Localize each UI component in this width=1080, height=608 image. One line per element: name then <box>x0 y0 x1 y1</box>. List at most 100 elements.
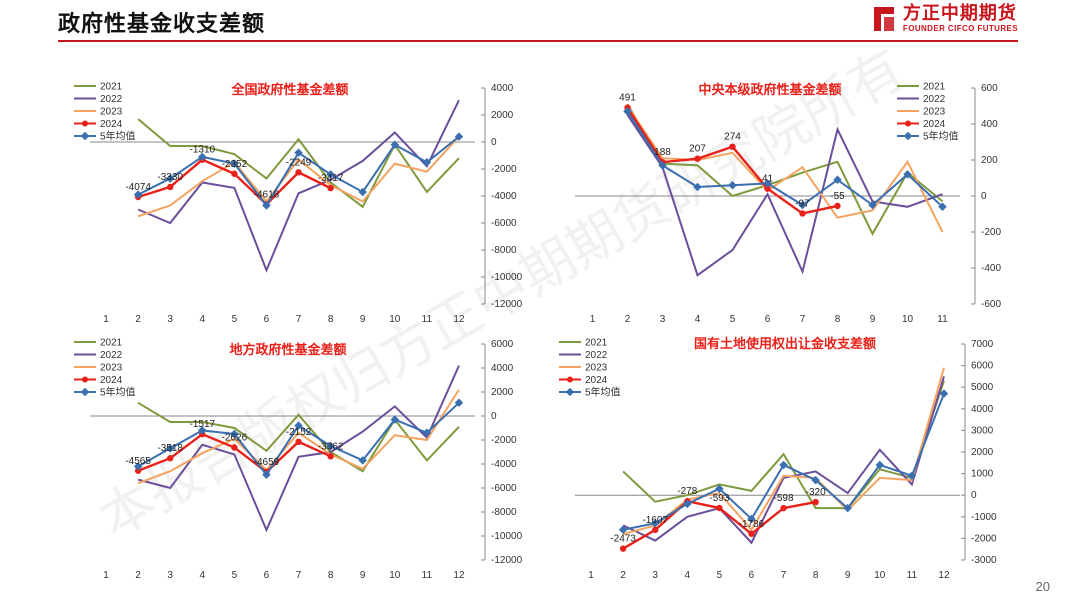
x-tick-label: 12 <box>938 570 950 581</box>
x-tick-label: 12 <box>453 314 465 325</box>
x-tick-label: 1 <box>588 570 594 581</box>
point-2024 <box>295 438 302 446</box>
y-tick-label: -12000 <box>491 555 523 566</box>
point-2024 <box>167 455 174 462</box>
point-2024 <box>748 530 755 537</box>
point-avg <box>165 174 175 183</box>
chart-central: 600 400 200 0 -200 -400 -600 1 2 3 4 5 6 7 8 9 10 11 491 18… <box>575 82 1001 325</box>
x-tick-label: 11 <box>907 570 918 581</box>
series-line-2021 <box>622 380 945 510</box>
brand-logo: 方正中期期货 FOUNDER CIFCO FUTURES <box>871 4 1018 34</box>
point-avg <box>390 415 400 424</box>
chart-local: 6000 4000 2000 0 -2000 -4000 -6000 -8000 -10000 -… <box>74 338 523 581</box>
svg-text:5年均值: 5年均值 <box>100 386 136 399</box>
y-tick-label: -8000 <box>491 245 517 256</box>
y-tick-label: -4000 <box>491 191 517 202</box>
legend-item: 2021 <box>74 82 123 93</box>
data-label-2024: -320 <box>806 487 826 498</box>
data-label-2024: -55 <box>830 191 845 202</box>
chart-title: 中央本级政府性基金差额 <box>698 82 841 97</box>
y-tick-label: 4000 <box>971 404 994 415</box>
svg-text:2024: 2024 <box>100 375 123 386</box>
svg-text:2024: 2024 <box>923 119 946 130</box>
y-tick-label: 0 <box>491 411 497 422</box>
point-2024 <box>295 169 302 176</box>
point-2024 <box>327 453 334 460</box>
y-tick-label: -2000 <box>971 533 997 544</box>
series-line-2022 <box>626 114 943 277</box>
data-label-2024: -3518 <box>157 443 183 454</box>
data-label-2024: -3417 <box>318 173 344 184</box>
series-line-2022 <box>622 376 945 545</box>
data-label-2024: -1607 <box>642 515 668 526</box>
legend-item: 2024 <box>897 119 946 130</box>
x-tick-label: 10 <box>389 570 401 581</box>
x-tick-label: 9 <box>845 570 851 581</box>
data-label-2024: -2249 <box>286 157 312 168</box>
legend-item: 2023 <box>74 107 123 118</box>
point-avg <box>939 389 949 398</box>
svg-text:2022: 2022 <box>100 94 123 105</box>
point-2024 <box>231 170 238 177</box>
svg-text:2022: 2022 <box>585 350 608 361</box>
x-tick-label: 9 <box>360 570 366 581</box>
point-avg <box>358 187 367 197</box>
svg-text:5年均值: 5年均值 <box>585 386 621 399</box>
data-label-2024: -2352 <box>222 159 248 170</box>
legend-item: 2024 <box>559 375 608 386</box>
x-tick-label: 7 <box>800 314 806 325</box>
point-2024 <box>327 184 334 192</box>
point-2024 <box>729 143 736 150</box>
chart-title: 国有土地使用权出让金收支差额 <box>694 336 876 351</box>
x-tick-label: 4 <box>685 570 691 581</box>
point-avg <box>454 132 464 141</box>
x-tick-label: 2 <box>625 314 631 325</box>
data-label-2024: 207 <box>689 144 706 155</box>
data-label-2024: -2152 <box>286 427 312 438</box>
x-tick-label: 7 <box>296 314 302 325</box>
y-tick-label: 0 <box>981 191 987 202</box>
y-tick-label: 0 <box>971 490 977 501</box>
data-label-2024: 491 <box>619 93 636 104</box>
svg-text:2021: 2021 <box>585 338 608 349</box>
x-tick-label: 6 <box>264 314 270 325</box>
y-tick-label: 4000 <box>491 363 514 374</box>
y-tick-label: 6000 <box>491 339 514 350</box>
point-avg <box>650 519 660 528</box>
point-avg <box>747 514 756 524</box>
point-avg <box>198 152 207 162</box>
point-2024 <box>619 545 627 552</box>
legend-item: 2023 <box>559 363 608 374</box>
point-2024 <box>780 504 787 512</box>
data-label-2024: -4618 <box>254 189 280 200</box>
point-avg <box>262 201 271 210</box>
x-tick-label: 5 <box>232 570 238 581</box>
point-avg <box>715 484 724 493</box>
legend-item: 2021 <box>559 338 608 349</box>
x-tick-label: 3 <box>167 570 173 581</box>
x-tick-label: 8 <box>835 314 841 325</box>
page-number: 20 <box>1035 579 1050 594</box>
x-tick-label: 11 <box>937 314 948 325</box>
svg-text:2023: 2023 <box>923 107 946 118</box>
series-line-2022 <box>137 365 460 533</box>
x-tick-label: 4 <box>695 314 701 325</box>
x-tick-label: 1 <box>590 314 596 325</box>
x-tick-label: 5 <box>730 314 736 325</box>
chart-title: 地方政府性基金差额 <box>229 342 346 357</box>
svg-text:2021: 2021 <box>100 338 123 349</box>
legend-item: 2022 <box>74 94 123 105</box>
x-tick-label: 3 <box>652 570 658 581</box>
svg-text:2021: 2021 <box>100 82 123 93</box>
chart-land: 7000 6000 5000 4000 3000 2000 1000 0 -1000 -2000 -… <box>559 336 997 581</box>
x-tick-label: 9 <box>870 314 876 325</box>
point-2024 <box>716 504 723 512</box>
data-label-2024: -3330 <box>157 172 183 183</box>
legend-item: 5年均值 <box>559 386 621 399</box>
svg-text:2022: 2022 <box>100 350 123 361</box>
data-label-2024: -1517 <box>190 419 216 430</box>
point-avg <box>326 441 335 451</box>
data-label-2024: -1310 <box>190 145 216 156</box>
y-tick-label: 5000 <box>971 382 994 393</box>
point-avg <box>683 499 692 509</box>
